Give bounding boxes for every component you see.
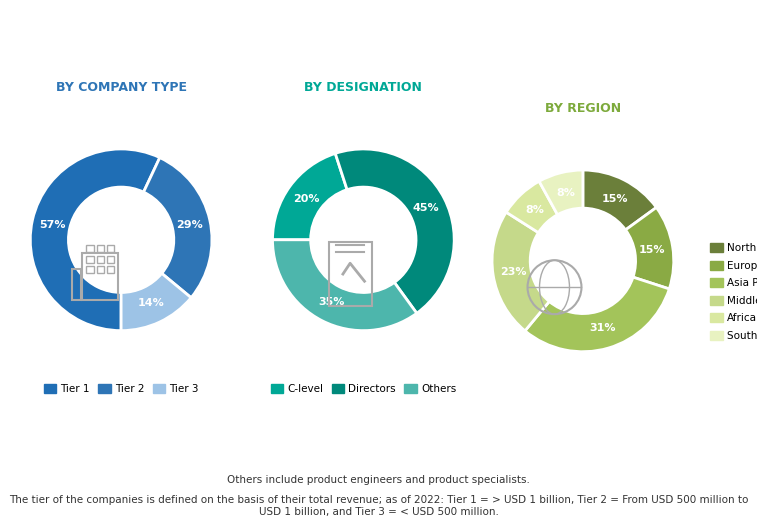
Wedge shape — [335, 149, 454, 313]
Bar — [83, 253, 118, 300]
Text: 23%: 23% — [500, 267, 527, 277]
Text: 14%: 14% — [138, 298, 164, 308]
Wedge shape — [583, 170, 656, 230]
Wedge shape — [144, 158, 212, 298]
Text: 15%: 15% — [601, 193, 628, 203]
Wedge shape — [273, 240, 417, 330]
Wedge shape — [525, 277, 669, 352]
Wedge shape — [625, 208, 674, 289]
Bar — [86, 256, 94, 263]
Legend: North America, Europe, Asia Pacific, Middle East, Africa, South America and Cent: North America, Europe, Asia Pacific, Mid… — [706, 239, 757, 345]
Title: BY REGION: BY REGION — [545, 102, 621, 115]
Legend: Tier 1, Tier 2, Tier 3: Tier 1, Tier 2, Tier 3 — [39, 379, 203, 398]
Wedge shape — [121, 274, 191, 330]
Bar — [97, 266, 104, 273]
Text: 35%: 35% — [319, 297, 344, 307]
Text: Others include product engineers and product specialists.: Others include product engineers and pro… — [227, 475, 530, 484]
Text: 15%: 15% — [639, 245, 665, 255]
Title: BY COMPANY TYPE: BY COMPANY TYPE — [55, 81, 187, 94]
Bar — [72, 269, 81, 300]
Text: 31%: 31% — [589, 323, 615, 333]
Text: 45%: 45% — [413, 203, 439, 213]
Bar — [86, 245, 94, 252]
Wedge shape — [506, 181, 557, 232]
Wedge shape — [30, 149, 160, 330]
Legend: C-level, Directors, Others: C-level, Directors, Others — [266, 379, 460, 398]
Bar — [86, 266, 94, 273]
Text: 20%: 20% — [294, 193, 320, 203]
Bar — [107, 266, 114, 273]
Text: 57%: 57% — [39, 220, 66, 230]
Text: 8%: 8% — [556, 188, 575, 198]
Bar — [97, 256, 104, 263]
Circle shape — [68, 187, 174, 292]
Bar — [107, 245, 114, 252]
Circle shape — [310, 187, 416, 292]
Wedge shape — [273, 153, 347, 240]
Bar — [107, 256, 114, 263]
Wedge shape — [539, 170, 583, 214]
Text: 8%: 8% — [525, 205, 544, 215]
Wedge shape — [492, 212, 550, 331]
Text: 29%: 29% — [176, 220, 203, 230]
Circle shape — [530, 208, 636, 314]
Title: BY DESIGNATION: BY DESIGNATION — [304, 81, 422, 94]
Bar — [329, 242, 372, 306]
Bar — [97, 245, 104, 252]
Text: The tier of the companies is defined on the basis of their total revenue; as of : The tier of the companies is defined on … — [9, 495, 748, 516]
